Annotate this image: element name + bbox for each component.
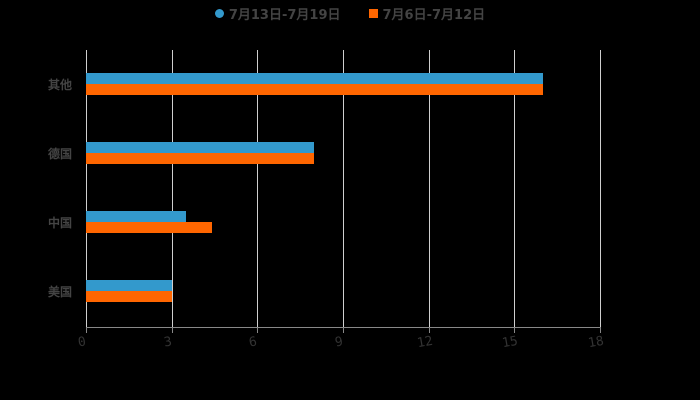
bar-series2[interactable] [86,291,172,302]
x-tick-label: 12 [415,333,435,352]
bar-series1[interactable] [86,211,186,222]
category-label: 德国 [48,147,73,161]
gridline [514,50,515,327]
bar-series1[interactable] [86,280,172,291]
bar-series2[interactable] [86,84,543,95]
category-label: 中国 [48,216,73,230]
x-tick-label: 9 [333,334,345,351]
series1-dot-icon [214,9,224,18]
gridline [600,50,601,327]
series2-square-icon [368,9,378,18]
gridline [86,50,87,327]
gridline [343,50,344,327]
legend-item-series2[interactable]: 7月6日-7月12日 [368,4,486,23]
bar-series2[interactable] [86,153,314,164]
category-label: 其他 [48,78,73,92]
x-tick-label: 18 [586,333,606,352]
gridline [172,50,173,327]
x-tick [600,327,601,333]
x-tick [429,327,430,333]
x-tick [343,327,344,333]
x-tick-label: 15 [500,333,520,352]
x-tick [172,327,173,333]
x-tick-label: 6 [247,334,259,351]
bar-series1[interactable] [86,73,543,84]
x-tick-label: 0 [76,334,88,351]
legend-item-series1[interactable]: 7月13日-7月19日 [214,4,341,23]
legend-label-series2: 7月6日-7月12日 [382,8,486,23]
legend-label-series1: 7月13日-7月19日 [228,8,341,23]
gridline [257,50,258,327]
gridline [429,50,430,327]
category-label: 美国 [48,285,73,299]
x-tick [257,327,258,333]
x-tick-label: 3 [162,334,174,351]
x-axis-line [86,327,600,328]
x-tick [86,327,87,333]
bar-series1[interactable] [86,142,314,153]
x-tick [514,327,515,333]
bar-series2[interactable] [86,222,212,233]
chart-legend: 7月13日-7月19日 7月6日-7月12日 [0,4,700,23]
